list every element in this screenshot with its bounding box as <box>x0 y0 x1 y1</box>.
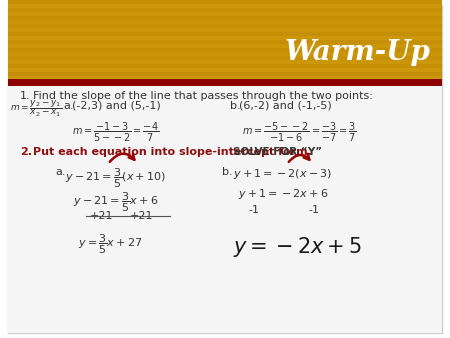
Text: Find the slope of the line that passes through the two points:: Find the slope of the line that passes t… <box>33 91 373 101</box>
FancyBboxPatch shape <box>8 5 442 333</box>
Text: $y - 21 = \dfrac{3}{5}x + 6$: $y - 21 = \dfrac{3}{5}x + 6$ <box>73 191 158 215</box>
FancyBboxPatch shape <box>8 0 442 80</box>
FancyBboxPatch shape <box>8 12 442 16</box>
FancyBboxPatch shape <box>8 24 442 28</box>
FancyBboxPatch shape <box>8 64 442 68</box>
FancyBboxPatch shape <box>8 44 442 48</box>
FancyBboxPatch shape <box>8 32 442 36</box>
Text: $m = \dfrac{-5 - -2}{-1 - 6} = \dfrac{-3}{-7} = \dfrac{3}{7}$: $m = \dfrac{-5 - -2}{-1 - 6} = \dfrac{-3… <box>242 121 357 144</box>
FancyBboxPatch shape <box>8 40 442 44</box>
FancyBboxPatch shape <box>8 20 442 24</box>
Text: $y + 1 = -2(x - 3)$: $y + 1 = -2(x - 3)$ <box>233 167 332 181</box>
Text: (6,-2) and (-1,-5): (6,-2) and (-1,-5) <box>239 101 332 111</box>
FancyBboxPatch shape <box>8 36 442 40</box>
FancyBboxPatch shape <box>8 8 442 12</box>
Text: $y - 21 = \dfrac{3}{5}(x + 10)$: $y - 21 = \dfrac{3}{5}(x + 10)$ <box>65 167 166 191</box>
Text: a.: a. <box>55 167 66 177</box>
Text: $y + 1 = -2x + 6$: $y + 1 = -2x + 6$ <box>238 187 328 201</box>
FancyBboxPatch shape <box>8 0 442 4</box>
FancyBboxPatch shape <box>8 60 442 64</box>
FancyBboxPatch shape <box>8 48 442 52</box>
Text: (-2,3) and (5,-1): (-2,3) and (5,-1) <box>72 101 161 111</box>
Text: b.: b. <box>222 167 233 177</box>
Text: +21: +21 <box>130 211 153 221</box>
FancyBboxPatch shape <box>8 4 442 8</box>
Text: $m = \dfrac{-1 - 3}{5 - -2} = \dfrac{-4}{7}$: $m = \dfrac{-1 - 3}{5 - -2} = \dfrac{-4}… <box>72 121 159 144</box>
FancyBboxPatch shape <box>8 16 442 20</box>
Text: b.: b. <box>230 101 241 111</box>
FancyBboxPatch shape <box>8 79 442 86</box>
Text: 2.: 2. <box>20 147 32 157</box>
Text: SOLVE FOR “Y”: SOLVE FOR “Y” <box>233 147 322 157</box>
Text: -1: -1 <box>248 205 259 215</box>
FancyBboxPatch shape <box>8 56 442 60</box>
Text: Warm-Up: Warm-Up <box>284 39 430 66</box>
Text: a.: a. <box>63 101 73 111</box>
Text: -1: -1 <box>308 205 319 215</box>
FancyBboxPatch shape <box>8 82 442 333</box>
FancyBboxPatch shape <box>8 28 442 32</box>
Text: 1.: 1. <box>20 91 31 101</box>
FancyBboxPatch shape <box>8 72 442 76</box>
Text: Put each equation into slope-intercept form.: Put each equation into slope-intercept f… <box>33 147 312 157</box>
Text: +21: +21 <box>90 211 113 221</box>
Text: $y = \dfrac{3}{5}x + 27$: $y = \dfrac{3}{5}x + 27$ <box>78 233 143 257</box>
Text: $y = -2x + 5$: $y = -2x + 5$ <box>233 235 362 259</box>
FancyBboxPatch shape <box>8 68 442 72</box>
Text: $m = \dfrac{y_2 - y_1}{x_2 - x_1}$: $m = \dfrac{y_2 - y_1}{x_2 - x_1}$ <box>10 99 62 119</box>
FancyBboxPatch shape <box>8 52 442 56</box>
FancyBboxPatch shape <box>8 76 442 80</box>
